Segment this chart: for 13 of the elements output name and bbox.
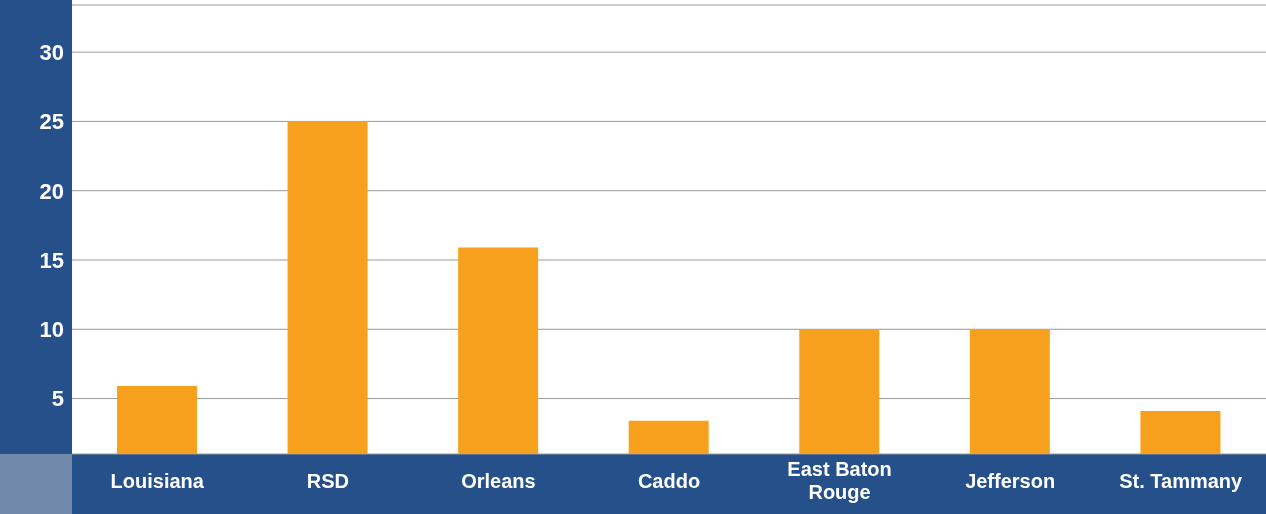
x-tick-label: Caddo bbox=[637, 470, 701, 492]
x-tick-label: Jefferson bbox=[965, 470, 1056, 492]
y-tick-label: 10 bbox=[39, 317, 64, 343]
y-tick-label: 5 bbox=[51, 386, 64, 412]
x-tick-label: St. Tammany bbox=[1119, 470, 1244, 492]
x-tick-label: Orleans bbox=[461, 470, 536, 492]
y-tick-label: 25 bbox=[39, 109, 64, 135]
y-tick-label: 15 bbox=[39, 247, 64, 273]
y-tick-label: 20 bbox=[39, 178, 64, 204]
x-tick-label: Louisiana bbox=[110, 470, 205, 492]
y-tick-label: 30 bbox=[39, 39, 64, 65]
x-tick-label: RSD bbox=[306, 470, 349, 492]
x-tick-label: East Baton Rouge bbox=[787, 458, 892, 503]
